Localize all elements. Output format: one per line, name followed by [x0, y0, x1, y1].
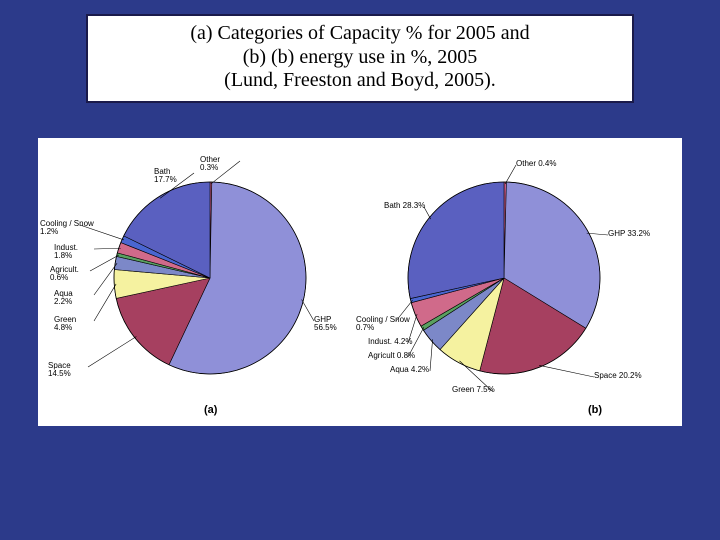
pie-label-ghp: GHP 33.2%: [608, 230, 650, 238]
title-line-2: (b) (b) energy use in %, 2005: [96, 46, 624, 70]
pie-label-space: Space 20.2%: [594, 372, 642, 380]
chart-area: (a) (b) Other0.3%GHP56.5%Space14.5%Green…: [38, 138, 682, 426]
title-line-3: (Lund, Freeston and Boyd, 2005).: [96, 69, 624, 93]
pie-label-bath: Bath 28.3%: [384, 202, 425, 210]
pie-label-other: Other 0.4%: [516, 160, 556, 168]
pie-label-indust: Indust. 4.2%: [368, 338, 412, 346]
pie-label-aqua: Aqua 4.2%: [390, 366, 429, 374]
pie-label-agricult: Agricult 0.8%: [368, 352, 415, 360]
title-line-1: (a) Categories of Capacity % for 2005 an…: [96, 22, 624, 46]
pie-label-cooling-snow: Cooling / Snow0.7%: [356, 316, 410, 333]
pie-label-green: Green 7.5%: [452, 386, 495, 394]
pie-b-labels: Other 0.4% GHP 33.2% Space 20.2% Green 7.5%…: [38, 138, 682, 426]
title-box: (a) Categories of Capacity % for 2005 an…: [86, 14, 634, 103]
